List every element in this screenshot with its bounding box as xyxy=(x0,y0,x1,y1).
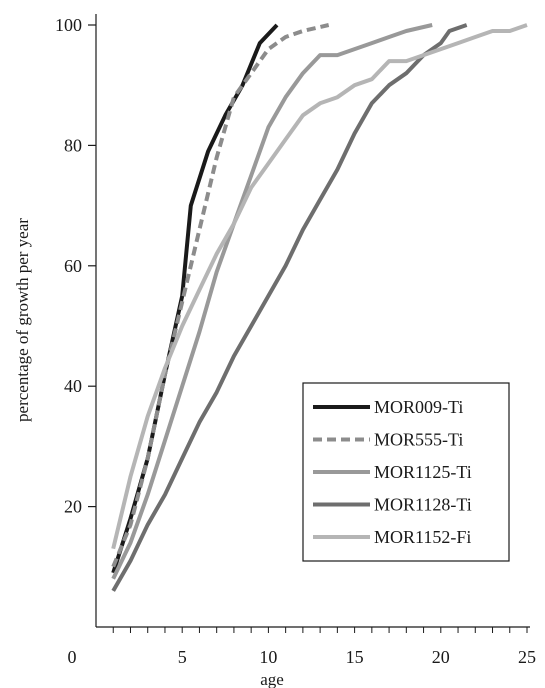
x-tick-label: 15 xyxy=(346,647,364,667)
legend-label: MOR1152-Fi xyxy=(374,527,471,547)
x-ticks: 0 5 10 15 20 25 xyxy=(68,627,536,667)
legend-label: MOR555-Ti xyxy=(374,430,463,450)
y-tick-label: 80 xyxy=(64,135,82,155)
x-tick-label: 10 xyxy=(259,647,277,667)
y-axis-label: percentage of growth per year xyxy=(13,218,32,422)
legend-entries: MOR009-Ti MOR555-Ti MOR1125-Ti MOR1128-Ti MO… xyxy=(313,397,472,547)
x-tick-label: 20 xyxy=(432,647,450,667)
series-line-mor1128-ti xyxy=(111,23,468,592)
x-tick-label: 5 xyxy=(178,647,187,667)
series-line-mor555-ti xyxy=(111,23,330,568)
legend-label: MOR1125-Ti xyxy=(374,462,472,482)
y-tick-label: 20 xyxy=(64,497,82,517)
series-line-mor1125-ti xyxy=(111,23,433,580)
series-line-mor009-ti xyxy=(111,23,279,574)
y-tick-label: 100 xyxy=(55,15,82,35)
series-lines xyxy=(111,23,528,592)
y-tick-label: 60 xyxy=(64,256,82,276)
x-tick-label: 0 xyxy=(68,647,77,667)
series-line-mor1152-fi xyxy=(111,23,528,550)
y-ticks: 20 40 60 80 100 xyxy=(55,15,96,517)
y-tick-label: 40 xyxy=(64,376,82,396)
legend: MOR009-Ti MOR555-Ti MOR1125-Ti MOR1128-Ti MO… xyxy=(302,382,510,562)
legend-label: MOR009-Ti xyxy=(374,397,463,417)
x-tick-label: 25 xyxy=(518,647,536,667)
x-axis-label: age xyxy=(260,670,284,688)
legend-label: MOR1128-Ti xyxy=(374,495,472,515)
